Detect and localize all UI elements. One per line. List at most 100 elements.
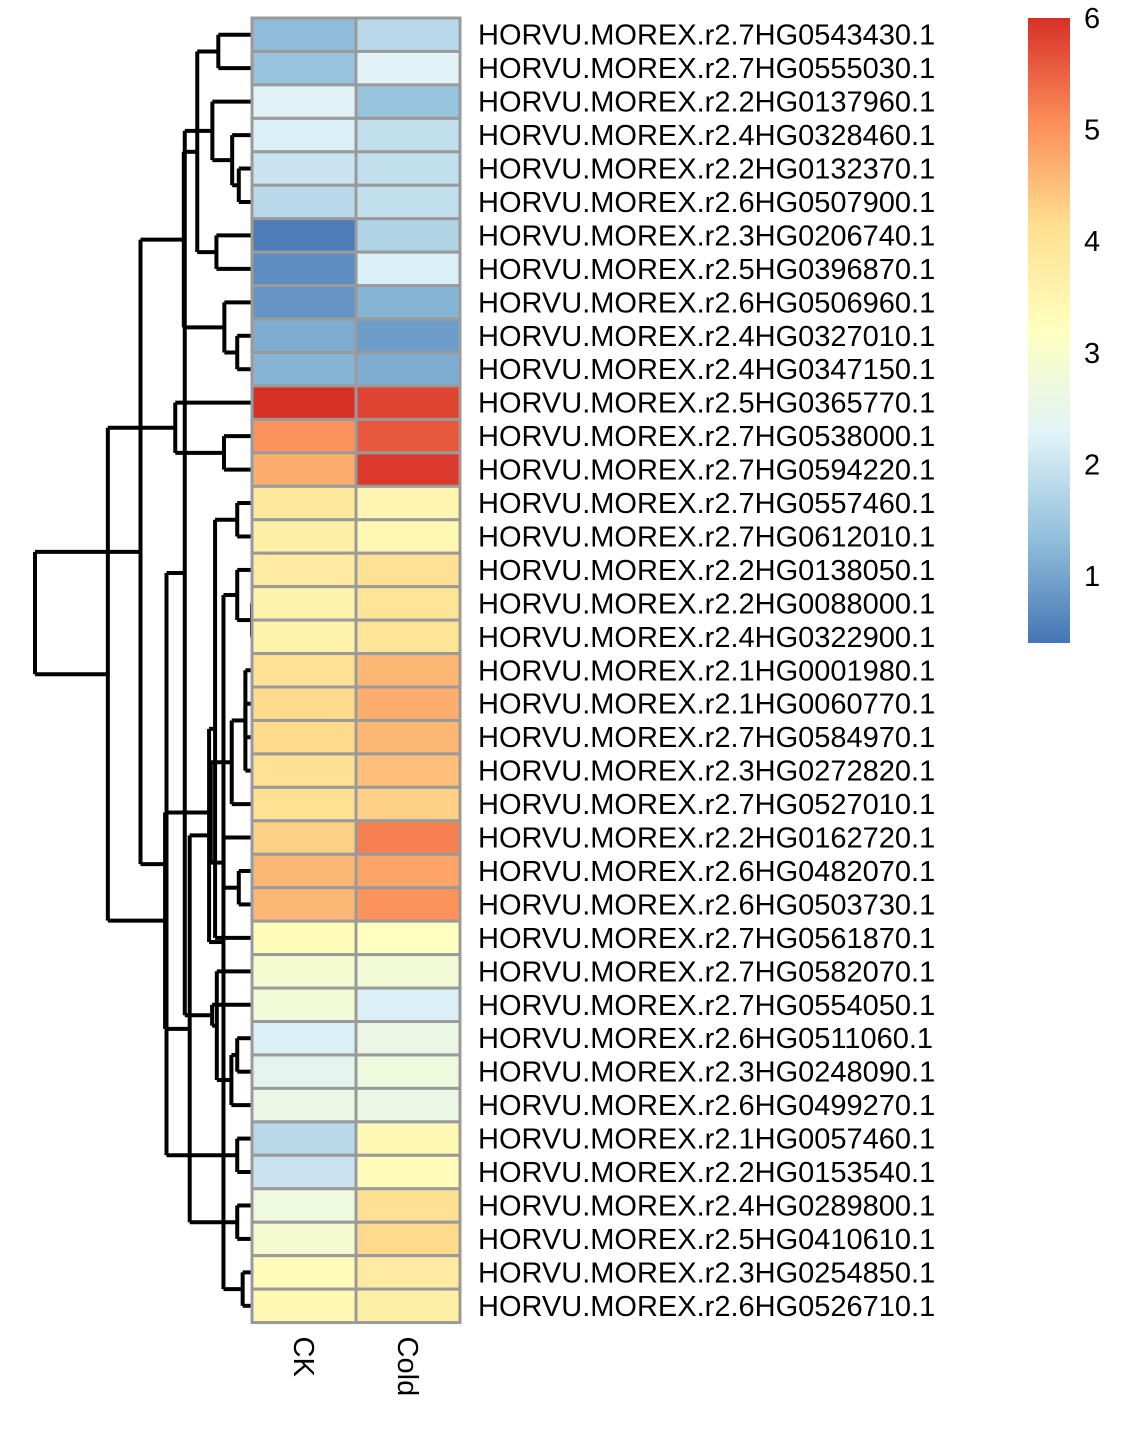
heatmap-cell bbox=[354, 284, 462, 321]
heatmap-cell bbox=[354, 1086, 462, 1124]
heatmap-cell bbox=[354, 1287, 462, 1325]
heatmap-cell bbox=[354, 317, 462, 354]
legend-tick-label: 2 bbox=[1084, 449, 1100, 481]
heatmap-cell bbox=[354, 986, 462, 1023]
heatmap-cell bbox=[250, 953, 358, 990]
heatmap-cell bbox=[250, 785, 358, 823]
row-label: HORVU.MOREX.r2.2HG0153540.1 bbox=[478, 1157, 935, 1189]
heatmap-cell bbox=[250, 317, 358, 354]
heatmap-cell bbox=[250, 49, 358, 87]
heatmap-cell bbox=[250, 351, 358, 388]
heatmap-cell bbox=[250, 585, 358, 622]
heatmap-cell bbox=[354, 919, 462, 957]
heatmap-cell bbox=[354, 49, 462, 87]
heatmap-cell bbox=[250, 217, 358, 254]
heatmap-cell bbox=[250, 919, 358, 957]
heatmap-cell bbox=[354, 1120, 462, 1157]
heatmap-cell bbox=[354, 83, 462, 120]
heatmap-cell bbox=[250, 1287, 358, 1325]
row-label: HORVU.MOREX.r2.1HG0060770.1 bbox=[478, 689, 935, 721]
heatmap-cell bbox=[250, 518, 358, 555]
heatmap-cell bbox=[354, 953, 462, 990]
heatmap-cell bbox=[354, 618, 462, 656]
column-label: CK bbox=[287, 1337, 319, 1378]
heatmap-cell bbox=[354, 752, 462, 789]
heatmap-cell bbox=[354, 785, 462, 823]
heatmap-cell bbox=[354, 652, 462, 689]
row-label: HORVU.MOREX.r2.7HG0612010.1 bbox=[478, 521, 935, 553]
row-label: HORVU.MOREX.r2.7HG0527010.1 bbox=[478, 789, 935, 821]
heatmap-cell bbox=[250, 685, 358, 722]
row-label: HORVU.MOREX.r2.6HG0526710.1 bbox=[478, 1291, 935, 1323]
heatmap-cell bbox=[354, 217, 462, 254]
heatmap-cell bbox=[250, 1020, 358, 1057]
legend-tick-label: 6 bbox=[1084, 3, 1100, 35]
legend-tick-label: 1 bbox=[1084, 561, 1100, 593]
row-label: HORVU.MOREX.r2.7HG0594220.1 bbox=[478, 455, 935, 487]
legend-tick-label: 5 bbox=[1084, 115, 1100, 147]
row-labels: HORVU.MOREX.r2.7HG0543430.1HORVU.MOREX.r… bbox=[478, 20, 935, 1323]
row-label: HORVU.MOREX.r2.6HG0507900.1 bbox=[478, 187, 935, 219]
heatmap-cell bbox=[250, 417, 358, 455]
heatmap-cell bbox=[354, 1187, 462, 1224]
heatmap-cell bbox=[250, 16, 358, 53]
heatmap-cell bbox=[250, 551, 358, 589]
heatmap-cell bbox=[354, 819, 462, 856]
heatmap-cell bbox=[354, 1220, 462, 1258]
row-label: HORVU.MOREX.r2.1HG0057460.1 bbox=[478, 1124, 935, 1156]
row-label: HORVU.MOREX.r2.2HG0138050.1 bbox=[478, 555, 935, 587]
heatmap-cell bbox=[354, 551, 462, 589]
row-label: HORVU.MOREX.r2.2HG0137960.1 bbox=[478, 87, 935, 119]
legend-colorbar bbox=[1028, 18, 1070, 643]
heatmap-cell bbox=[250, 484, 358, 522]
row-label: HORVU.MOREX.r2.6HG0503730.1 bbox=[478, 889, 935, 921]
row-label: HORVU.MOREX.r2.7HG0538000.1 bbox=[478, 421, 935, 453]
legend-tick-label: 3 bbox=[1084, 338, 1100, 370]
heatmap-cell bbox=[354, 351, 462, 388]
row-label: HORVU.MOREX.r2.4HG0347150.1 bbox=[478, 354, 935, 386]
heatmap-cell bbox=[250, 284, 358, 321]
row-label: HORVU.MOREX.r2.4HG0327010.1 bbox=[478, 321, 935, 353]
heatmap-cell bbox=[354, 183, 462, 221]
heatmap-cell bbox=[250, 384, 358, 421]
row-label: HORVU.MOREX.r2.5HG0365770.1 bbox=[478, 388, 935, 420]
row-label: HORVU.MOREX.r2.3HG0254850.1 bbox=[478, 1257, 935, 1289]
heatmap-cell bbox=[354, 384, 462, 421]
row-label: HORVU.MOREX.r2.4HG0289800.1 bbox=[478, 1190, 935, 1222]
row-label: HORVU.MOREX.r2.1HG0001980.1 bbox=[478, 655, 935, 687]
heatmap-cell bbox=[354, 518, 462, 555]
heatmap-cell bbox=[250, 451, 358, 488]
row-label: HORVU.MOREX.r2.7HG0543430.1 bbox=[478, 20, 935, 52]
row-label: HORVU.MOREX.r2.6HG0511060.1 bbox=[478, 1023, 933, 1055]
heatmap-cell bbox=[354, 150, 462, 187]
heatmap-cell bbox=[354, 1153, 462, 1191]
heatmap-cell bbox=[250, 1053, 358, 1090]
row-label: HORVU.MOREX.r2.7HG0555030.1 bbox=[478, 53, 935, 85]
row-label: HORVU.MOREX.r2.5HG0410610.1 bbox=[478, 1224, 935, 1256]
column-label: Cold bbox=[391, 1337, 423, 1397]
row-label: HORVU.MOREX.r2.6HG0506960.1 bbox=[478, 287, 935, 319]
row-label: HORVU.MOREX.r2.2HG0162720.1 bbox=[478, 823, 935, 855]
heatmap-cell bbox=[250, 1187, 358, 1224]
row-label: HORVU.MOREX.r2.7HG0561870.1 bbox=[478, 923, 935, 955]
row-label: HORVU.MOREX.r2.5HG0396870.1 bbox=[478, 254, 935, 286]
heatmap-cell bbox=[250, 150, 358, 187]
heatmap-cell bbox=[250, 250, 358, 288]
heatmap-cell bbox=[354, 718, 462, 756]
heatmap-cell bbox=[354, 250, 462, 288]
heatmap-cell bbox=[354, 16, 462, 53]
row-label: HORVU.MOREX.r2.2HG0132370.1 bbox=[478, 154, 935, 186]
heatmap-cell bbox=[250, 1220, 358, 1258]
heatmap-cell bbox=[354, 116, 462, 154]
heatmap-cell bbox=[250, 618, 358, 656]
heatmap-cell bbox=[250, 886, 358, 923]
row-label: HORVU.MOREX.r2.6HG0499270.1 bbox=[478, 1090, 935, 1122]
row-label: HORVU.MOREX.r2.7HG0557460.1 bbox=[478, 488, 935, 520]
heatmap-cell bbox=[354, 484, 462, 522]
row-label: HORVU.MOREX.r2.6HG0482070.1 bbox=[478, 856, 935, 888]
heatmap-cell bbox=[250, 183, 358, 221]
heatmap-cell bbox=[250, 752, 358, 789]
row-label: HORVU.MOREX.r2.2HG0088000.1 bbox=[478, 588, 935, 620]
heatmap-cell bbox=[250, 986, 358, 1023]
